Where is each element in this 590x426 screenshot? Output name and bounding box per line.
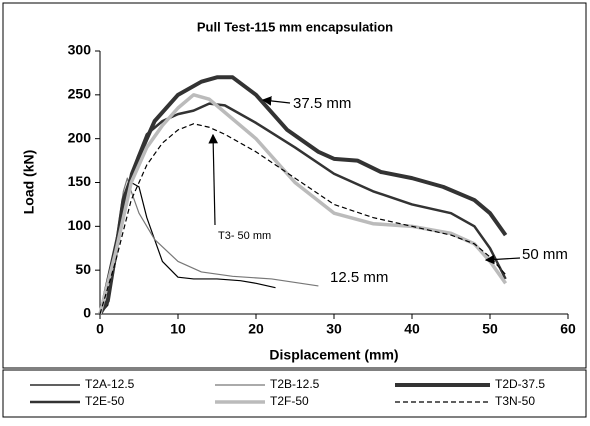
legend-label: T2F-50	[270, 394, 309, 408]
x-tick-label: 0	[96, 321, 104, 337]
y-tick-label: 250	[68, 86, 92, 102]
y-tick-label: 0	[83, 305, 91, 321]
annotation-arrow	[484, 254, 521, 265]
annotation-arrow	[208, 133, 218, 226]
series-line	[98, 102, 507, 315]
y-tick-label: 200	[68, 129, 92, 145]
chart-title: Pull Test-115 mm encapsulation	[197, 19, 393, 34]
x-tick-label: 60	[560, 321, 576, 337]
legend-border	[2, 369, 587, 418]
y-tick-label: 150	[68, 173, 92, 189]
series-line	[98, 93, 508, 315]
x-tick-label: 50	[482, 321, 498, 337]
legend-label: T2B-12.5	[270, 377, 320, 391]
legend-label: T2A-12.5	[85, 377, 135, 391]
annotation: 50 mm	[522, 246, 568, 263]
annotation: 37.5 mm	[293, 95, 351, 112]
legend-label: T2E-50	[85, 394, 125, 408]
y-tick-label: 100	[68, 217, 92, 233]
x-tick-label: 30	[326, 321, 342, 337]
x-axis-label: Displacement (mm)	[269, 347, 398, 363]
annotation-arrow	[261, 96, 291, 106]
x-tick-label: 40	[404, 321, 420, 337]
y-tick-label: 300	[68, 42, 92, 58]
series-line	[99, 123, 507, 315]
x-tick-label: 10	[170, 321, 186, 337]
y-axis-label: Load (kN)	[21, 150, 37, 215]
annotation: T3- 50 mm	[218, 230, 271, 242]
x-tick-label: 20	[248, 321, 264, 337]
annotation: 12.5 mm	[330, 269, 388, 286]
legend-label: T2D-37.5	[495, 377, 545, 391]
legend-label: T3N-50	[495, 394, 535, 408]
y-tick-label: 50	[75, 261, 91, 277]
